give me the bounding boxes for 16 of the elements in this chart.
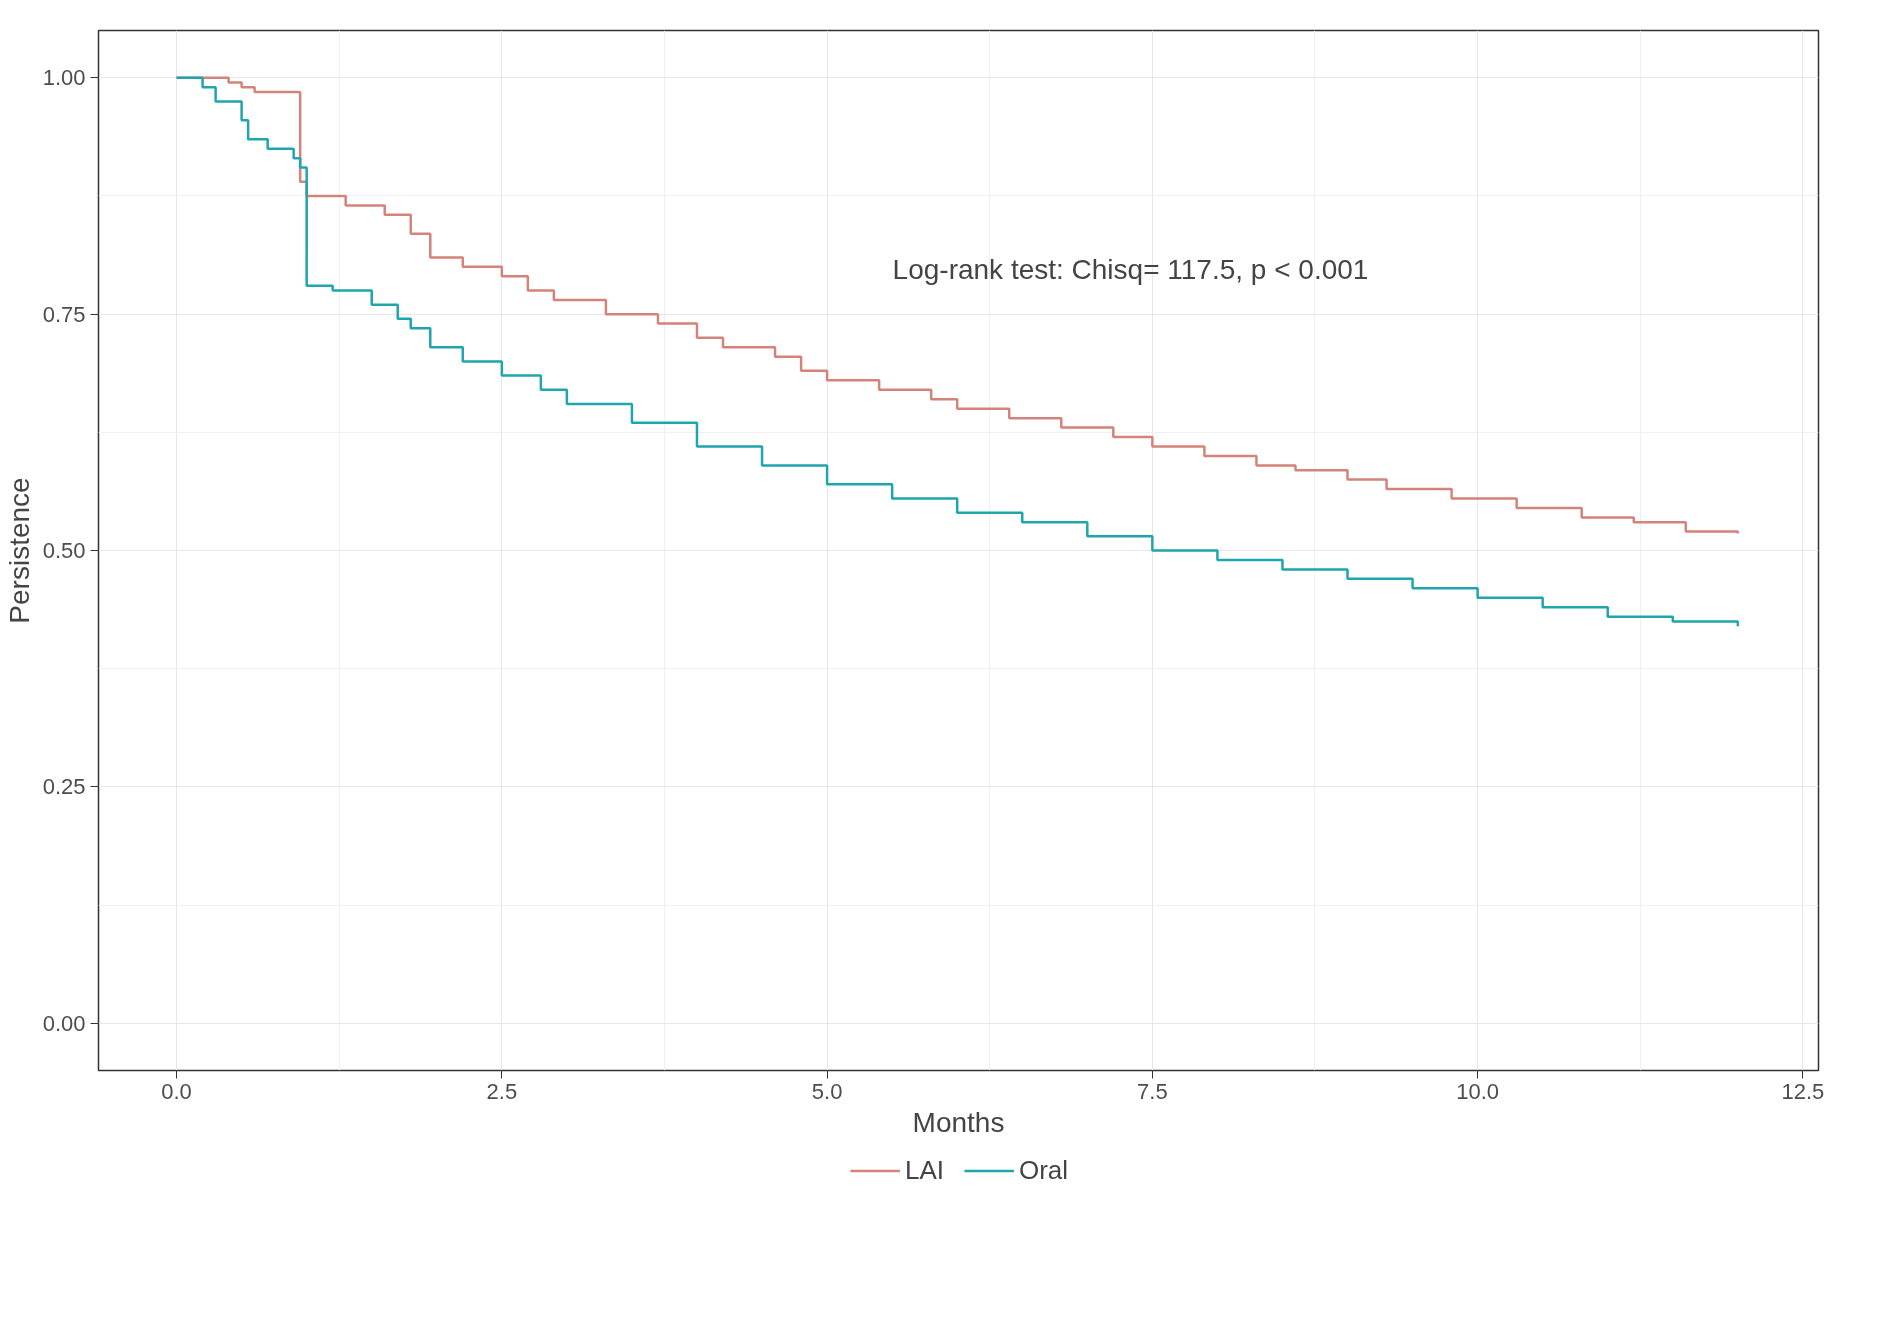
- annotation: Log-rank test: Chisq= 117.5, p < 0.001: [892, 254, 1369, 286]
- x-tick-label: 7.5: [1137, 1078, 1168, 1104]
- y-tick-label: 0.50: [42, 538, 86, 563]
- x-axis-title: Months: [912, 1106, 1005, 1138]
- x-tick-label: 12.5: [1781, 1078, 1825, 1104]
- y-tick-label: 0.75: [42, 301, 86, 327]
- y-tick-label: 0.25: [42, 774, 86, 800]
- legend-label: Oral: [1018, 1154, 1069, 1186]
- x-tick-label: 2.5: [486, 1078, 518, 1104]
- y-axis-title: Persistence: [3, 477, 35, 624]
- y-tick-label: 0.00: [42, 1010, 86, 1036]
- y-tick-label: 1.00: [42, 65, 86, 91]
- x-tick-label: 10.0: [1456, 1078, 1500, 1104]
- x-tick-label: 0.0: [161, 1078, 192, 1104]
- legend-label: LAI: [904, 1154, 944, 1186]
- x-tick-label: 5.0: [811, 1078, 843, 1104]
